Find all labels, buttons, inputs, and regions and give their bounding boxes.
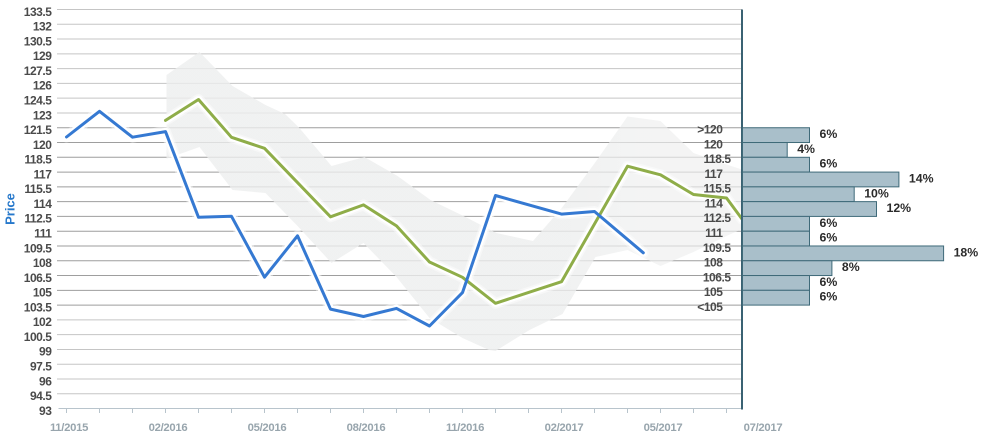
svg-text:112.5: 112.5 — [703, 211, 731, 225]
svg-text:11/2016: 11/2016 — [446, 422, 484, 434]
svg-text:115.5: 115.5 — [703, 182, 731, 196]
svg-text:6%: 6% — [820, 231, 838, 245]
svg-text:100.5: 100.5 — [24, 330, 53, 344]
svg-text:132: 132 — [33, 20, 52, 34]
svg-text:05/2017: 05/2017 — [644, 422, 683, 434]
svg-text:97.5: 97.5 — [30, 360, 52, 374]
svg-text:123: 123 — [33, 108, 52, 122]
svg-text:114: 114 — [33, 197, 52, 211]
svg-text:106.5: 106.5 — [703, 270, 732, 284]
svg-text:117: 117 — [704, 167, 723, 181]
svg-text:129: 129 — [33, 49, 52, 63]
svg-text:4%: 4% — [797, 142, 815, 156]
svg-text:115.5: 115.5 — [24, 182, 52, 196]
svg-text:14%: 14% — [909, 171, 934, 185]
svg-text:6%: 6% — [820, 157, 838, 171]
svg-text:93: 93 — [39, 404, 52, 418]
svg-text:6%: 6% — [820, 127, 838, 141]
svg-text:127.5: 127.5 — [24, 64, 53, 78]
svg-text:94.5: 94.5 — [30, 389, 52, 403]
svg-text:07/2017: 07/2017 — [744, 422, 783, 434]
svg-text:130.5: 130.5 — [24, 34, 53, 48]
svg-text:106.5: 106.5 — [24, 271, 53, 285]
svg-text:108: 108 — [33, 256, 52, 270]
svg-text:99: 99 — [39, 345, 52, 359]
svg-text:6%: 6% — [820, 290, 838, 304]
svg-text:111: 111 — [705, 226, 723, 240]
svg-text:108: 108 — [704, 256, 723, 270]
svg-text:05/2016: 05/2016 — [248, 422, 287, 434]
svg-text:105: 105 — [33, 286, 52, 300]
svg-text:11/2015: 11/2015 — [50, 422, 88, 434]
svg-text:133.5: 133.5 — [24, 5, 53, 19]
svg-text:117: 117 — [33, 167, 52, 181]
svg-text:6%: 6% — [820, 216, 838, 230]
svg-text:109.5: 109.5 — [703, 241, 732, 255]
svg-text:111: 111 — [34, 227, 52, 241]
svg-text:118.5: 118.5 — [703, 152, 731, 166]
svg-text:8%: 8% — [842, 260, 860, 274]
svg-text:114: 114 — [704, 196, 723, 210]
svg-text:18%: 18% — [954, 245, 979, 259]
svg-text:124.5: 124.5 — [24, 93, 53, 107]
svg-text:126: 126 — [33, 79, 52, 93]
svg-text:6%: 6% — [820, 275, 838, 289]
svg-text:>120: >120 — [697, 123, 723, 137]
svg-text:<105: <105 — [697, 300, 723, 314]
svg-text:103.5: 103.5 — [24, 300, 53, 314]
svg-text:112.5: 112.5 — [24, 212, 52, 226]
svg-text:121.5: 121.5 — [24, 123, 53, 137]
svg-text:105: 105 — [704, 285, 723, 299]
svg-text:109.5: 109.5 — [24, 241, 53, 255]
svg-text:10%: 10% — [864, 186, 889, 200]
svg-text:120: 120 — [33, 138, 52, 152]
svg-text:08/2016: 08/2016 — [347, 422, 386, 434]
svg-text:12%: 12% — [887, 201, 912, 215]
svg-text:102: 102 — [33, 315, 52, 329]
svg-text:120: 120 — [704, 137, 723, 151]
svg-text:96: 96 — [39, 374, 52, 388]
svg-text:118.5: 118.5 — [24, 153, 52, 167]
svg-text:Price: Price — [3, 193, 18, 225]
svg-text:02/2017: 02/2017 — [545, 422, 584, 434]
svg-text:02/2016: 02/2016 — [149, 422, 188, 434]
